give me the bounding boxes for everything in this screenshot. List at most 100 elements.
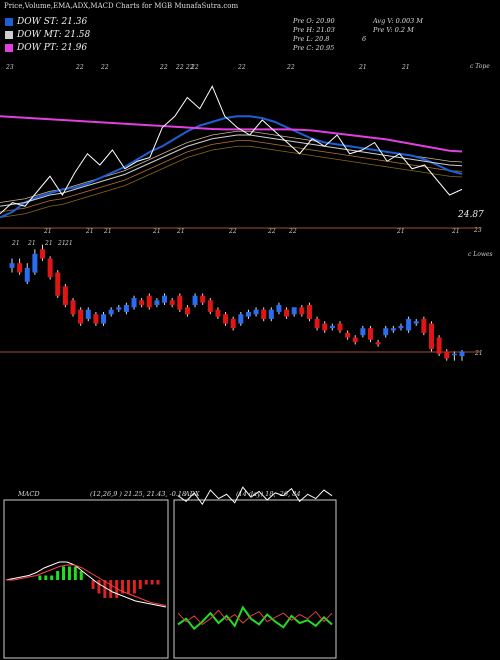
macd-label: MACD: [18, 490, 40, 498]
candle-top-tick: 21: [44, 240, 53, 247]
upper-bottom-right: 23: [474, 227, 482, 234]
candle-body: [162, 295, 168, 303]
pre-volume: Pre V: 0.2 M: [373, 26, 414, 34]
candle-body: [207, 300, 213, 312]
candle-body: [85, 309, 91, 319]
candle-body: [291, 307, 297, 315]
upper-top-tick: 21: [358, 64, 367, 71]
candle-body: [444, 351, 450, 359]
upper-bottom-tick: 21: [396, 228, 405, 235]
ema-aux-line-0: [0, 140, 463, 213]
upper-right-label: c Tope: [470, 63, 490, 70]
candle-body: [261, 309, 267, 319]
candle-body: [268, 309, 274, 319]
candle-body: [352, 337, 358, 343]
ema-aux-line-2: [0, 145, 463, 218]
candle-body: [215, 309, 221, 317]
upper-top-tick: 22: [159, 64, 168, 71]
candle-body: [93, 314, 99, 324]
candle-body: [9, 263, 15, 268]
upper-top-tick: 22: [190, 64, 199, 71]
candle-right-label: c Lowes: [468, 251, 493, 258]
candle-top-tick: 21: [57, 240, 66, 247]
candle-body: [322, 323, 328, 331]
upper-bottom-tick: 21: [103, 228, 112, 235]
candle-body: [108, 309, 114, 315]
candle-level-label: 21: [475, 350, 483, 357]
upper-bottom-tick: 22: [228, 228, 237, 235]
candle-body: [284, 309, 290, 317]
candle-top-tick: 21: [11, 240, 20, 247]
macd-line: [5, 561, 167, 608]
candle-body: [146, 295, 152, 308]
candle-body: [329, 325, 335, 329]
upper-top-tick: 21: [401, 64, 410, 71]
candle-body: [238, 314, 244, 324]
upper-top-tick: 22: [237, 64, 246, 71]
candle-body: [421, 318, 427, 333]
candle-body: [314, 318, 320, 329]
macd-params: (12,26,9 ) 21.25, 21.43, -0.18: [90, 490, 187, 498]
candle-body: [123, 305, 129, 312]
candle-body: [428, 323, 434, 350]
candle-body: [24, 267, 30, 282]
upper-bottom-tick: 21: [451, 228, 460, 235]
adx-label: ADX: [185, 490, 200, 498]
candle-body: [101, 314, 107, 324]
dow-mt-label: DOW MT: 21.58: [17, 30, 91, 40]
upper-bottom-tick: 21: [176, 228, 185, 235]
candle-body: [70, 300, 76, 315]
dow-st-swatch: [5, 18, 13, 26]
candle-body: [17, 263, 23, 273]
dow-st-label: DOW ST: 21.36: [17, 17, 88, 27]
adx-line-plusdi: [177, 605, 333, 631]
candle-body: [253, 309, 259, 315]
candle-body: [345, 332, 351, 338]
candle-body: [223, 314, 229, 324]
candle-body: [451, 353, 457, 356]
candle-body: [116, 307, 122, 310]
candle-body: [413, 321, 419, 324]
series-line-dow-mt: [0, 134, 463, 207]
pre-high: Pre H: 21.03: [293, 26, 335, 34]
candle-body: [177, 295, 183, 310]
candle-body: [306, 305, 312, 319]
candle-body: [40, 249, 46, 259]
dow-pt-label: DOW PT: 21.96: [17, 43, 88, 53]
candle-body: [139, 300, 145, 305]
extra-value: 6: [362, 35, 367, 43]
upper-bottom-tick: 21: [85, 228, 94, 235]
candle-body: [337, 323, 343, 331]
candle-body: [299, 307, 305, 315]
candle-top-tick: 21: [27, 240, 36, 247]
upper-top-tick: 22: [175, 64, 184, 71]
adx-line-adx: [177, 486, 333, 506]
candle-body: [78, 309, 84, 324]
upper-top-tick: 22: [75, 64, 84, 71]
candle-top-tick: 21: [64, 240, 73, 247]
candle-body: [398, 325, 404, 329]
dow-pt-swatch: [5, 44, 13, 52]
legend-dow-mt: DOW MT: 21.58: [5, 30, 90, 40]
legend-dow-pt: DOW PT: 21.96: [5, 43, 87, 53]
candle-body: [436, 337, 442, 354]
candle-body: [230, 318, 236, 329]
candle-body: [459, 351, 465, 357]
pre-close: Pre C: 20.95: [293, 44, 335, 52]
macd-signal-line: [6, 564, 167, 606]
candle-body: [276, 305, 282, 312]
upper-bottom-tick: 21: [43, 228, 52, 235]
candle-body: [169, 300, 175, 305]
upper-top-tick: 22: [100, 64, 109, 71]
avg-volume: Avg V: 0.003 M: [373, 17, 423, 25]
chart-header: Price,Volume,EMA,ADX,MACD Charts for MGB…: [4, 2, 239, 10]
candle-body: [47, 258, 53, 278]
candle-body: [375, 342, 381, 345]
candle-body: [383, 328, 389, 336]
candle-body: [390, 328, 396, 331]
upper-top-tick: 22: [286, 64, 295, 71]
candle-body: [32, 253, 38, 273]
series-line-price: [0, 85, 463, 215]
adx-line-minusdi: [177, 609, 333, 626]
